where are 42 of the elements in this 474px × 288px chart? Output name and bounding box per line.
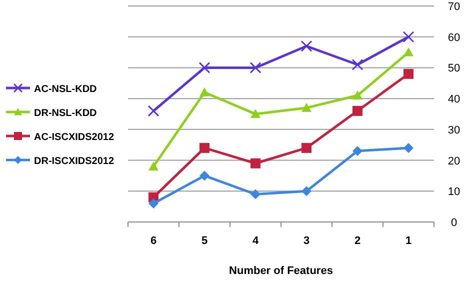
- point: [200, 142, 210, 153]
- point: [198, 62, 210, 74]
- point: [250, 62, 262, 74]
- legend-label: AC-ISCXIDS2012: [34, 132, 114, 143]
- point: [148, 161, 158, 170]
- legend-label: DR-NSL-KDD: [34, 108, 97, 119]
- point: [352, 106, 362, 116]
- point: [404, 142, 414, 153]
- point: [200, 87, 210, 96]
- point: [250, 189, 260, 200]
- point: [352, 146, 362, 156]
- point: [250, 158, 260, 168]
- point: [200, 170, 210, 181]
- point: [148, 198, 158, 208]
- y-tick-label: 70: [448, 1, 460, 13]
- point: [352, 58, 364, 70]
- point: [302, 102, 312, 112]
- y-tick-label: 0: [450, 217, 458, 229]
- y-tick-label: 10: [448, 186, 460, 198]
- y-tick-label: 40: [448, 94, 460, 106]
- x-tick-label: 6: [150, 235, 157, 247]
- x-tick-label: 3: [303, 235, 310, 247]
- y-tick-label: 30: [448, 124, 460, 136]
- point: [402, 31, 414, 43]
- point: [404, 68, 414, 79]
- x-tick-label: 2: [354, 235, 361, 247]
- y-tick-label: 60: [448, 32, 460, 44]
- y-tick-label: 20: [448, 155, 460, 168]
- point: [404, 47, 414, 56]
- point: [148, 105, 160, 117]
- point: [302, 186, 312, 196]
- point: [300, 40, 312, 52]
- point: [250, 109, 260, 118]
- point: [302, 142, 312, 153]
- x-axis-title: Number of Features: [229, 265, 333, 277]
- x-tick-label: 1: [405, 235, 412, 247]
- legend-label: DR-ISCXIDS2012: [34, 156, 114, 167]
- point: [352, 90, 362, 100]
- y-tick-label: 50: [448, 62, 460, 75]
- x-tick-label: 5: [201, 235, 208, 247]
- legend-label: AC-NSL-KDD: [34, 84, 97, 95]
- x-tick-label: 4: [252, 235, 260, 247]
